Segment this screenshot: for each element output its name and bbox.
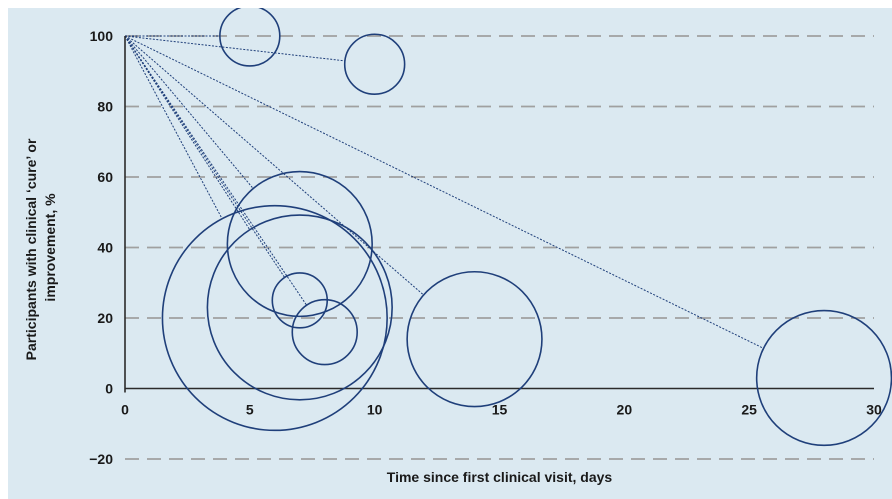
bubble-8 (406, 270, 543, 408)
bubble-2 (343, 33, 406, 95)
y-axis-title: Participants with clinical ‘cure’ or imp… (23, 135, 58, 361)
connector-line-9 (124, 35, 764, 349)
x-tick-labels: 0 5 10 15 20 25 30 (121, 402, 882, 418)
y-tick-label: −20 (89, 451, 113, 467)
bubble-chart: −20 0 20 40 60 80 100 0 5 10 15 20 25 30 Time since … (23, 8, 892, 485)
bubbles (161, 8, 892, 447)
y-tick-label: 40 (97, 240, 113, 256)
y-axis-title-line-1: Participants with clinical ‘cure’ or (23, 138, 39, 360)
bubble-1 (219, 8, 281, 67)
y-tick-label: 60 (97, 169, 113, 185)
connector-line-3 (124, 35, 254, 189)
bubble-9 (755, 309, 892, 447)
x-tick-label: 5 (246, 402, 254, 418)
y-tick-label: 0 (105, 381, 113, 397)
y-tick-labels: −20 0 20 40 60 80 100 (89, 28, 113, 467)
x-tick-label: 20 (617, 402, 633, 418)
y-axis-title-line-2: improvement, % (42, 193, 58, 302)
y-tick-label: 100 (90, 28, 114, 44)
connector-line-5 (124, 35, 251, 231)
connector-line-2 (124, 35, 345, 62)
bubble-5 (206, 214, 393, 401)
x-tick-label: 15 (492, 402, 508, 418)
x-tick-label: 10 (367, 402, 383, 418)
gridlines (125, 35, 874, 460)
x-tick-label: 0 (121, 402, 129, 418)
connector-line-7 (124, 35, 307, 306)
connector-lines (124, 35, 764, 349)
x-tick-label: 25 (741, 402, 757, 418)
connector-line-8 (124, 35, 424, 296)
axes (124, 36, 874, 393)
chart-container: −20 0 20 40 60 80 100 0 5 10 15 20 25 30 Time since … (8, 8, 892, 499)
y-tick-label: 80 (97, 99, 113, 115)
connector-line-6 (124, 35, 286, 278)
bubble-3 (226, 170, 373, 318)
bubble-7 (291, 298, 358, 366)
connector-line-4 (124, 35, 223, 220)
y-tick-label: 20 (97, 310, 113, 326)
x-tick-label: 30 (866, 402, 882, 418)
bubble-4 (161, 204, 388, 432)
x-axis-title: Time since first clinical visit, days (387, 469, 613, 485)
